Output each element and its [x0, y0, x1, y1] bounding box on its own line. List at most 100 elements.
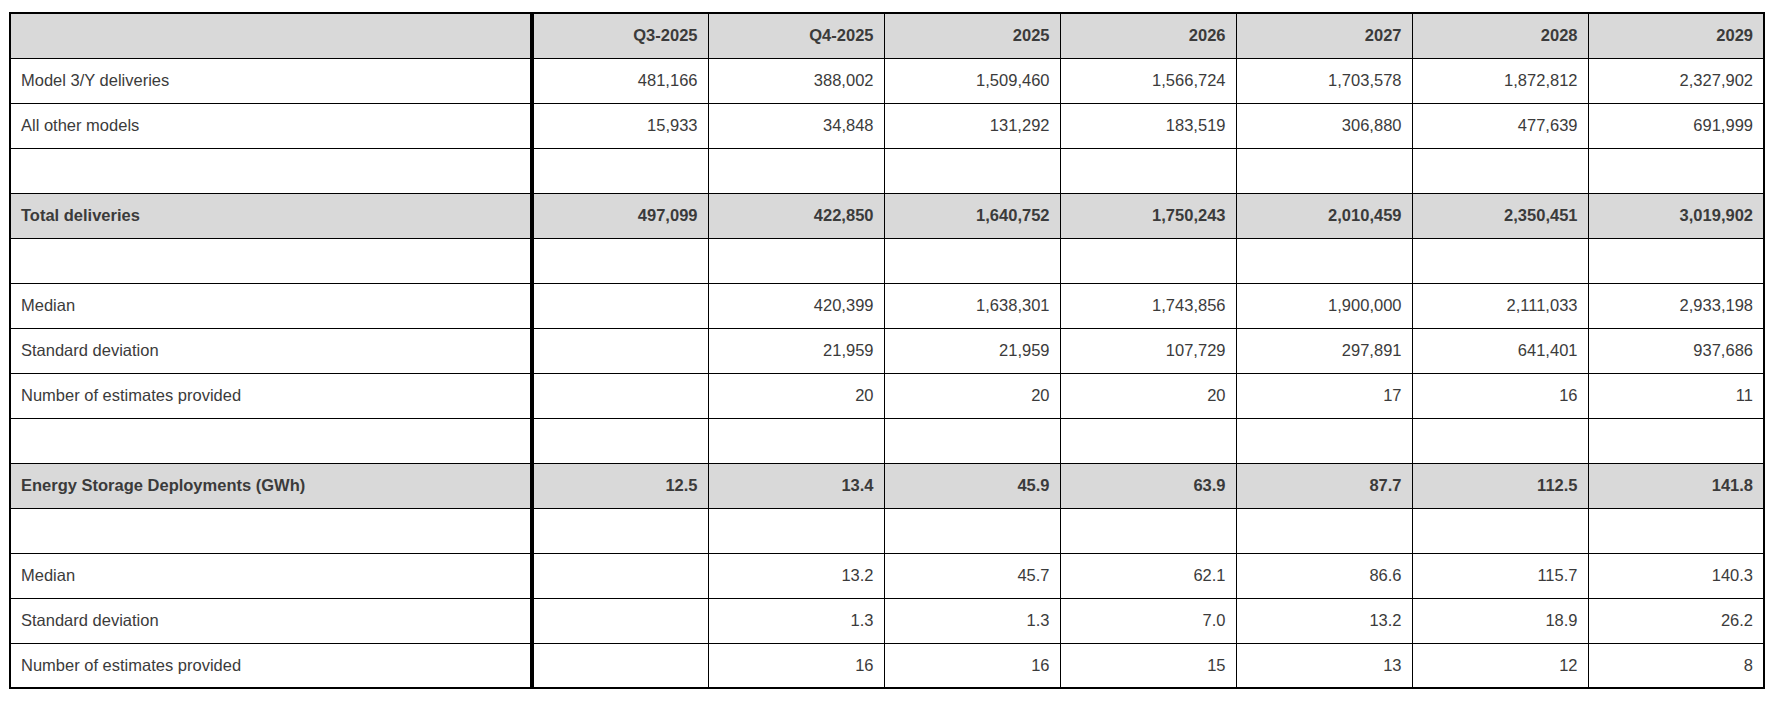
value-cell[interactable]: [1236, 238, 1412, 283]
value-cell[interactable]: 131,292: [884, 103, 1060, 148]
value-cell[interactable]: 937,686: [1588, 328, 1764, 373]
row-label-cell[interactable]: Total deliveries: [10, 193, 532, 238]
value-cell[interactable]: 1,872,812: [1412, 58, 1588, 103]
row-label-cell[interactable]: Number of estimates provided: [10, 643, 532, 688]
column-header-Q3-2025[interactable]: Q3-2025: [532, 13, 708, 58]
row-label-cell[interactable]: [10, 148, 532, 193]
value-cell[interactable]: 20: [884, 373, 1060, 418]
value-cell[interactable]: [708, 238, 884, 283]
value-cell[interactable]: 481,166: [532, 58, 708, 103]
value-cell[interactable]: 45.9: [884, 463, 1060, 508]
value-cell[interactable]: [1412, 148, 1588, 193]
value-cell[interactable]: 62.1: [1060, 553, 1236, 598]
value-cell[interactable]: 34,848: [708, 103, 884, 148]
value-cell[interactable]: 7.0: [1060, 598, 1236, 643]
value-cell[interactable]: 183,519: [1060, 103, 1236, 148]
value-cell[interactable]: 107,729: [1060, 328, 1236, 373]
value-cell[interactable]: [532, 238, 708, 283]
value-cell[interactable]: [884, 418, 1060, 463]
value-cell[interactable]: [884, 238, 1060, 283]
column-header-Q4-2025[interactable]: Q4-2025: [708, 13, 884, 58]
value-cell[interactable]: 13.4: [708, 463, 884, 508]
value-cell[interactable]: 16: [1412, 373, 1588, 418]
value-cell[interactable]: 1,750,243: [1060, 193, 1236, 238]
value-cell[interactable]: 21,959: [708, 328, 884, 373]
value-cell[interactable]: 2,933,198: [1588, 283, 1764, 328]
value-cell[interactable]: 420,399: [708, 283, 884, 328]
value-cell[interactable]: 13.2: [1236, 598, 1412, 643]
value-cell[interactable]: [1412, 418, 1588, 463]
row-label-cell[interactable]: Number of estimates provided: [10, 373, 532, 418]
value-cell[interactable]: 86.6: [1236, 553, 1412, 598]
value-cell[interactable]: [532, 148, 708, 193]
value-cell[interactable]: [1060, 148, 1236, 193]
value-cell[interactable]: 115.7: [1412, 553, 1588, 598]
value-cell[interactable]: 20: [1060, 373, 1236, 418]
value-cell[interactable]: 18.9: [1412, 598, 1588, 643]
row-label-cell[interactable]: Median: [10, 283, 532, 328]
value-cell[interactable]: [1060, 238, 1236, 283]
value-cell[interactable]: [1060, 508, 1236, 553]
value-cell[interactable]: 1.3: [884, 598, 1060, 643]
value-cell[interactable]: [532, 643, 708, 688]
value-cell[interactable]: [1412, 508, 1588, 553]
value-cell[interactable]: [532, 283, 708, 328]
value-cell[interactable]: 1,900,000: [1236, 283, 1412, 328]
value-cell[interactable]: 15,933: [532, 103, 708, 148]
row-label-cell[interactable]: Model 3/Y deliveries: [10, 58, 532, 103]
value-cell[interactable]: 8: [1588, 643, 1764, 688]
value-cell[interactable]: 497,099: [532, 193, 708, 238]
value-cell[interactable]: [532, 418, 708, 463]
value-cell[interactable]: [532, 508, 708, 553]
value-cell[interactable]: 26.2: [1588, 598, 1764, 643]
value-cell[interactable]: 1,566,724: [1060, 58, 1236, 103]
value-cell[interactable]: [1588, 148, 1764, 193]
value-cell[interactable]: [1236, 148, 1412, 193]
value-cell[interactable]: 17: [1236, 373, 1412, 418]
value-cell[interactable]: [1236, 418, 1412, 463]
value-cell[interactable]: 141.8: [1588, 463, 1764, 508]
value-cell[interactable]: [884, 508, 1060, 553]
value-cell[interactable]: [532, 553, 708, 598]
column-header-2029[interactable]: 2029: [1588, 13, 1764, 58]
value-cell[interactable]: [1588, 508, 1764, 553]
value-cell[interactable]: 2,327,902: [1588, 58, 1764, 103]
value-cell[interactable]: 2,350,451: [1412, 193, 1588, 238]
value-cell[interactable]: 21,959: [884, 328, 1060, 373]
value-cell[interactable]: 87.7: [1236, 463, 1412, 508]
corner-header-cell[interactable]: [10, 13, 532, 58]
value-cell[interactable]: [708, 148, 884, 193]
value-cell[interactable]: [884, 148, 1060, 193]
value-cell[interactable]: 13.2: [708, 553, 884, 598]
value-cell[interactable]: 1.3: [708, 598, 884, 643]
value-cell[interactable]: 15: [1060, 643, 1236, 688]
value-cell[interactable]: 13: [1236, 643, 1412, 688]
value-cell[interactable]: 641,401: [1412, 328, 1588, 373]
value-cell[interactable]: 388,002: [708, 58, 884, 103]
value-cell[interactable]: [1588, 418, 1764, 463]
column-header-2026[interactable]: 2026: [1060, 13, 1236, 58]
value-cell[interactable]: [532, 328, 708, 373]
value-cell[interactable]: [1412, 238, 1588, 283]
value-cell[interactable]: 12.5: [532, 463, 708, 508]
value-cell[interactable]: [532, 373, 708, 418]
value-cell[interactable]: 1,638,301: [884, 283, 1060, 328]
value-cell[interactable]: 112.5: [1412, 463, 1588, 508]
value-cell[interactable]: 45.7: [884, 553, 1060, 598]
value-cell[interactable]: 140.3: [1588, 553, 1764, 598]
value-cell[interactable]: 306,880: [1236, 103, 1412, 148]
value-cell[interactable]: 20: [708, 373, 884, 418]
row-label-cell[interactable]: [10, 238, 532, 283]
value-cell[interactable]: 691,999: [1588, 103, 1764, 148]
value-cell[interactable]: 16: [884, 643, 1060, 688]
value-cell[interactable]: 2,111,033: [1412, 283, 1588, 328]
value-cell[interactable]: [1236, 508, 1412, 553]
value-cell[interactable]: 2,010,459: [1236, 193, 1412, 238]
row-label-cell[interactable]: Median: [10, 553, 532, 598]
row-label-cell[interactable]: [10, 418, 532, 463]
value-cell[interactable]: 1,509,460: [884, 58, 1060, 103]
value-cell[interactable]: 12: [1412, 643, 1588, 688]
value-cell[interactable]: 297,891: [1236, 328, 1412, 373]
value-cell[interactable]: 16: [708, 643, 884, 688]
row-label-cell[interactable]: [10, 508, 532, 553]
